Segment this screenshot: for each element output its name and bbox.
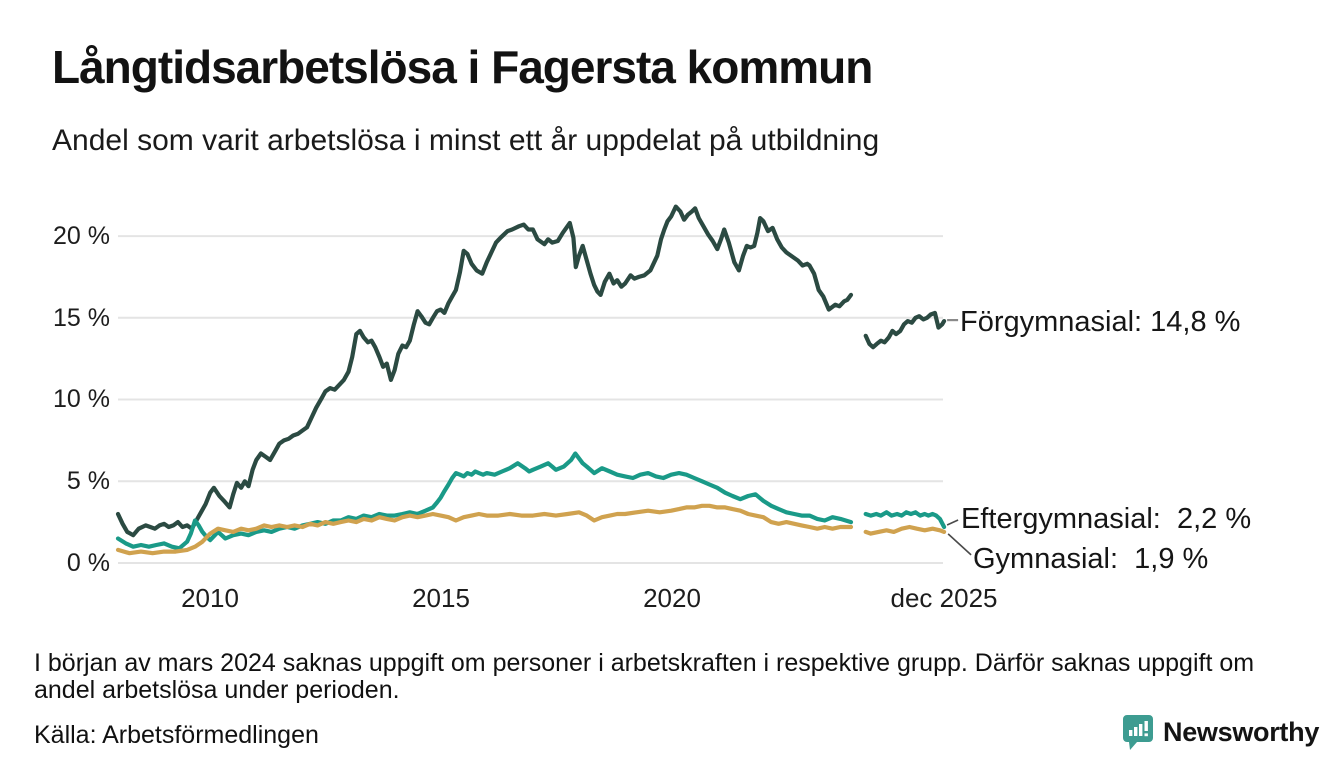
- newsworthy-wordmark: Newsworthy: [1163, 717, 1320, 747]
- series-label-gymnasial: Gymnasial: 1,9 %: [973, 543, 1209, 575]
- line-gymnasial-seg0: [115, 503, 854, 556]
- footnote: I början av mars 2024 saknas uppgift om …: [34, 650, 1304, 704]
- y-tick-15: 15 %: [53, 304, 110, 332]
- footnote-line-1: I början av mars 2024 saknas uppgift om …: [34, 649, 1255, 677]
- leader-eftergymnasial: [946, 519, 959, 526]
- series-label-eftergymnasial: Eftergymnasial: 2,2 %: [961, 503, 1252, 535]
- x-tick-dec-2025: dec 2025: [890, 583, 998, 613]
- y-tick-10: 10 %: [53, 385, 110, 413]
- line-forgymnasial-seg1: [863, 310, 947, 350]
- y-tick-0: 0 %: [66, 549, 110, 577]
- y-tick-20: 20 %: [53, 222, 110, 250]
- source-text: Källa: Arbetsförmedlingen: [34, 721, 319, 749]
- x-tick-2020: 2020: [643, 583, 701, 613]
- page-title: Långtidsarbetslösa i Fagersta kommun: [52, 41, 873, 93]
- x-tick-2010: 2010: [181, 583, 239, 613]
- footnote-line-2: andel arbetslösa under perioden.: [34, 676, 400, 704]
- line-gymnasial-seg1: [863, 524, 947, 536]
- line-forgymnasial-seg0: [115, 204, 854, 538]
- x-tick-2015: 2015: [412, 583, 470, 613]
- line-eftergymnasial-seg0: [115, 451, 854, 551]
- newsworthy-logo: Newsworthy: [1122, 714, 1319, 751]
- page-subtitle: Andel som varit arbetslösa i minst ett å…: [52, 124, 880, 157]
- speech-bubble-shape: [1123, 715, 1153, 750]
- y-tick-5: 5 %: [66, 467, 110, 495]
- newsworthy-icon: [1123, 715, 1153, 750]
- leader-gymnasial: [947, 533, 972, 556]
- line-eftergymnasial-seg1: [863, 510, 947, 530]
- series-label-forgymnasial: Förgymnasial: 14,8 %: [960, 306, 1241, 338]
